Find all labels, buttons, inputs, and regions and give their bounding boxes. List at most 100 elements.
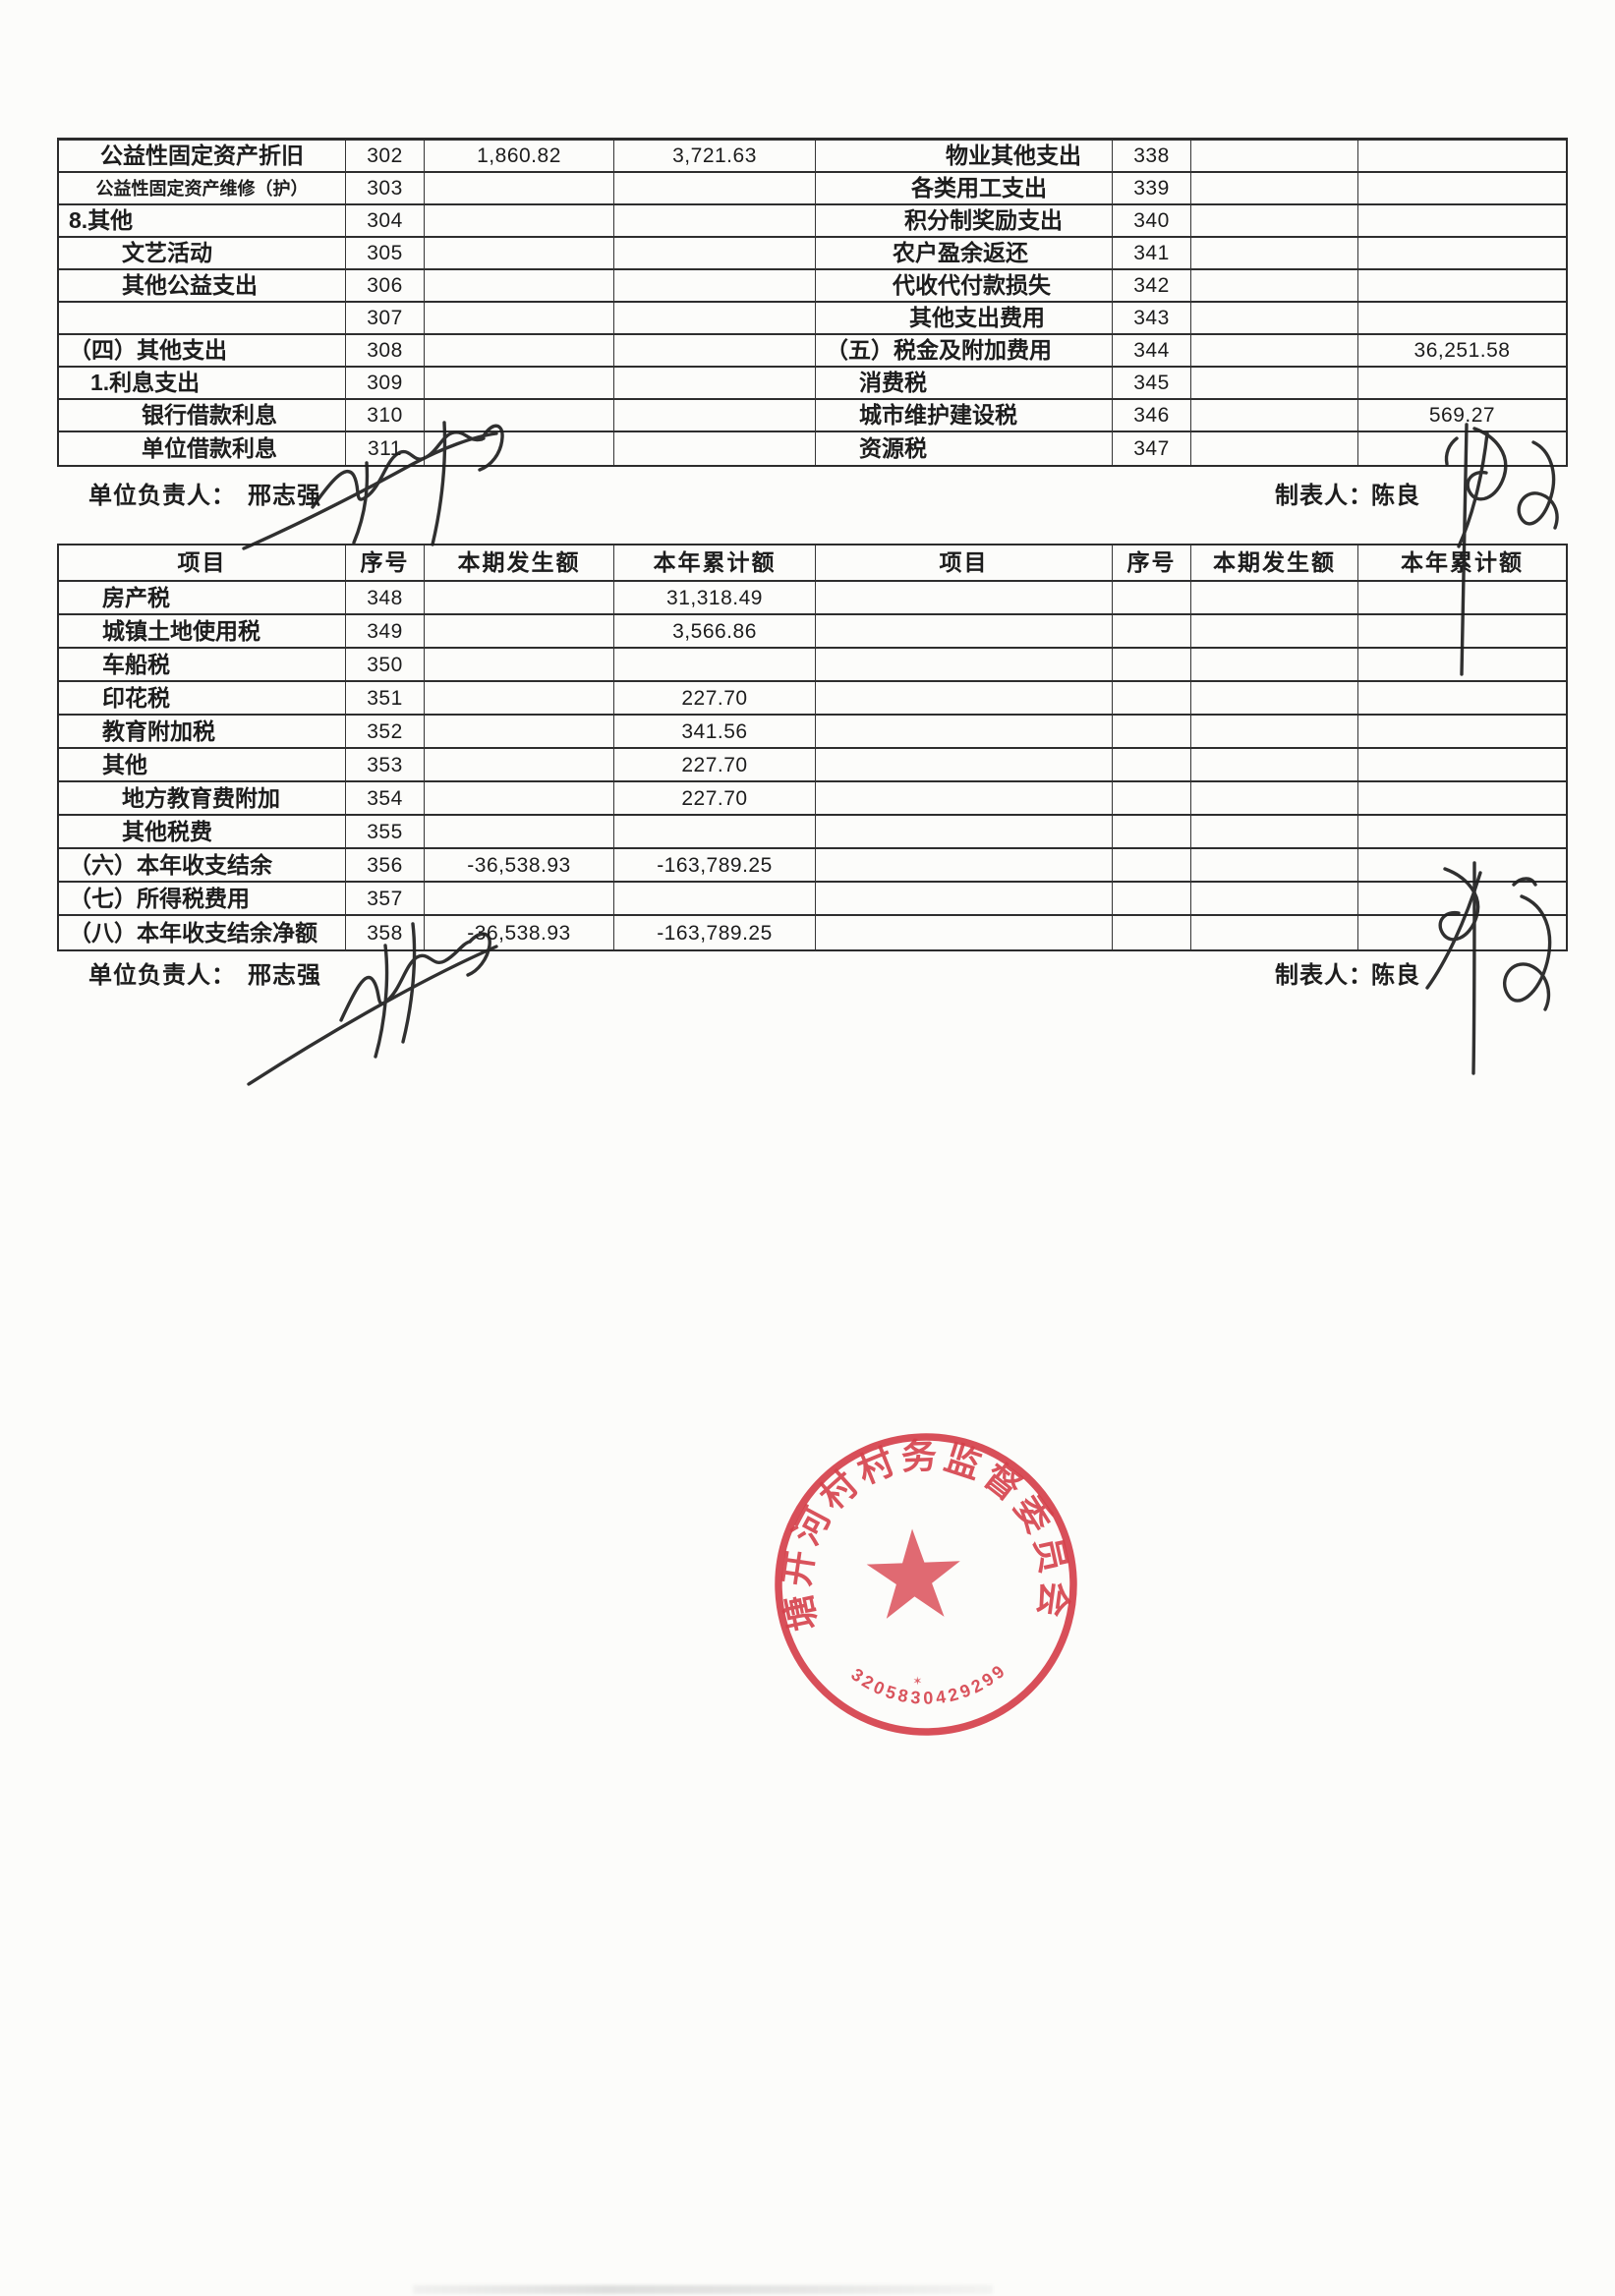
serial-cell: 303 [346,173,425,205]
year-total-cell [614,649,816,682]
current-period-cell [1191,682,1358,716]
serial-cell: 310 [346,400,425,432]
item-cell: 印花税 [59,682,346,716]
current-period-cell [1191,649,1358,682]
year-total-cell [1358,173,1566,205]
current-period-cell [1191,582,1358,615]
serial-cell [1113,649,1191,682]
year-total-cell [614,883,816,916]
current-period-cell [425,782,614,816]
item-cell: 城市维护建设税 [816,400,1113,432]
current-period-cell [425,649,614,682]
signature-line: 单位负责人： 邢志强 制表人： 陈良 [0,476,1615,509]
current-period-cell [1191,749,1358,782]
serial-cell: 357 [346,883,425,916]
serial-cell: 347 [1113,432,1191,465]
current-period-cell [425,432,614,465]
header-item: 项目 [816,545,1113,582]
seal-org-name: 塘开河村村务监督委员会 [772,1431,1077,1635]
header-year-total: 本年累计额 [1358,545,1566,582]
year-total-cell: 31,318.49 [614,582,816,615]
serial-cell: 302 [346,141,425,173]
year-total-cell [614,303,816,335]
header-item: 项目 [59,545,346,582]
year-total-cell [1358,749,1566,782]
serial-cell [1113,849,1191,883]
serial-cell: 345 [1113,368,1191,400]
current-period-cell [425,582,614,615]
serial-cell: 308 [346,335,425,368]
current-period-cell [425,615,614,649]
serial-cell [1113,716,1191,749]
item-cell: 各类用工支出 [816,173,1113,205]
serial-cell [1113,615,1191,649]
year-total-cell [1358,716,1566,749]
year-total-cell [614,335,816,368]
year-total-cell [614,816,816,849]
serial-cell: 353 [346,749,425,782]
preparer-name: 陈良 [1371,483,1420,509]
header-year-total: 本年累计额 [614,545,816,582]
item-cell: 城镇土地使用税 [59,615,346,649]
current-period-cell: 1,860.82 [425,141,614,173]
current-period-cell [425,173,614,205]
item-cell [816,615,1113,649]
item-cell: 代收代付款损失 [816,270,1113,303]
serial-cell: 339 [1113,173,1191,205]
serial-cell: 305 [346,238,425,270]
serial-cell: 338 [1113,141,1191,173]
serial-cell: 343 [1113,303,1191,335]
serial-cell: 352 [346,716,425,749]
responsible-person-label: 单位负责人： [88,962,236,989]
tax-and-surcharge-table: 项目 序号 本期发生额 本年累计额 项目 序号 本期发生额 本年累计额 房产税 348 31,31… [57,544,1568,951]
serial-cell: 341 [1113,238,1191,270]
year-total-cell [614,400,816,432]
serial-cell: 307 [346,303,425,335]
year-total-cell: 341.56 [614,716,816,749]
serial-cell: 349 [346,615,425,649]
serial-cell: 306 [346,270,425,303]
item-cell: 公益性固定资产折旧 [59,141,346,173]
item-cell: 8.其他 [59,205,346,238]
year-total-cell: 3,721.63 [614,141,816,173]
current-period-cell [425,883,614,916]
item-cell: 其他 [59,749,346,782]
serial-cell: 350 [346,649,425,682]
current-period-cell [425,205,614,238]
item-cell: （六）本年收支结余 [59,849,346,883]
responsible-person-name: 邢志强 [248,962,321,989]
current-period-cell [1191,916,1358,949]
preparer-name: 陈良 [1371,962,1420,989]
year-total-cell [1358,649,1566,682]
item-cell: 资源税 [816,432,1113,465]
current-period-cell [425,682,614,716]
item-cell: 其他公益支出 [59,270,346,303]
current-period-cell [1191,716,1358,749]
current-period-cell [425,335,614,368]
current-period-cell [425,749,614,782]
year-total-cell [1358,303,1566,335]
year-total-cell [1358,816,1566,849]
item-cell [816,682,1113,716]
item-cell: 农户盈余返还 [816,238,1113,270]
serial-cell: 351 [346,682,425,716]
current-period-cell: -36,538.93 [425,849,614,883]
item-cell: 房产税 [59,582,346,615]
current-period-cell [1191,432,1358,465]
year-total-cell: 227.70 [614,749,816,782]
item-cell: 公益性固定资产维修（护） [59,173,346,205]
year-total-cell: -163,789.25 [614,916,816,949]
signature-line: 单位负责人： 邢志强 制表人： 陈良 [0,955,1615,989]
item-cell: 物业其他支出 [816,141,1113,173]
header-serial: 序号 [346,545,425,582]
year-total-cell [1358,238,1566,270]
serial-cell: 356 [346,849,425,883]
year-total-cell: 3,566.86 [614,615,816,649]
official-seal: 塘开河村村务监督委员会 3205830429299 ✶ [772,1431,1077,1736]
item-cell: 车船税 [59,649,346,682]
current-period-cell [1191,205,1358,238]
year-total-cell [614,270,816,303]
current-period-cell [425,368,614,400]
year-total-cell [1358,205,1566,238]
serial-cell: 311 [346,432,425,465]
